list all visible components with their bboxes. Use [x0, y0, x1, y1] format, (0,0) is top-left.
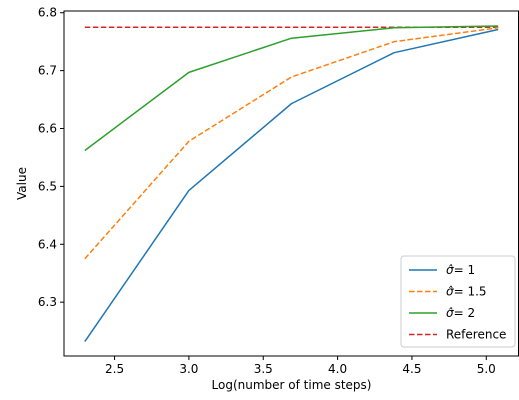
legend-label-value: = 1.5 [454, 285, 487, 299]
series-lines [84, 25, 499, 342]
y-tick-label: 6.6 [38, 122, 57, 136]
series-line-2 [84, 27, 499, 260]
x-axis-label: Log(number of time steps) [212, 378, 372, 392]
y-axis-label: Value [15, 167, 29, 200]
x-tick-label: 3.5 [254, 362, 273, 376]
x-tick-label: 2.5 [105, 362, 124, 376]
legend-label: σ̂= 2 [446, 306, 475, 320]
legend-label: Reference [446, 328, 506, 342]
legend-label-value: = 1 [454, 263, 476, 277]
series-line-3 [84, 25, 499, 152]
legend-label-symbol: σ̂ [446, 306, 454, 320]
y-tick-label: 6.7 [38, 64, 57, 78]
x-tick-label: 5.0 [477, 362, 496, 376]
legend-label: σ̂= 1 [446, 263, 475, 277]
legend-box [400, 255, 516, 348]
legend-label-symbol: σ̂ [446, 285, 454, 299]
x-axis-ticks: 2.5 3.0 3.5 4.0 4.5 5.0 [105, 356, 496, 376]
legend-label-value: = 2 [454, 306, 476, 320]
x-tick-label: 3.0 [179, 362, 198, 376]
legend-label: σ̂= 1.5 [446, 285, 487, 299]
x-tick-label: 4.0 [328, 362, 347, 376]
y-tick-label: 6.4 [38, 237, 57, 251]
legend-label-symbol: σ̂ [446, 263, 454, 277]
series-line-1 [84, 28, 499, 342]
y-tick-label: 6.3 [38, 295, 57, 309]
y-axis-ticks: 6.3 6.4 6.5 6.6 6.7 6.8 [38, 6, 64, 309]
x-tick-label: 4.5 [402, 362, 421, 376]
y-tick-label: 6.5 [38, 179, 57, 193]
y-tick-label: 6.8 [38, 6, 57, 20]
